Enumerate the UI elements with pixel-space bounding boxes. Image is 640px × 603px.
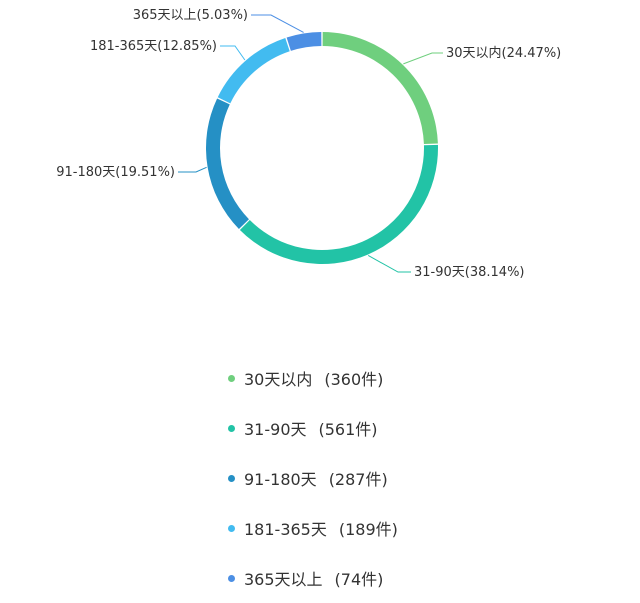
pie-slice[interactable] bbox=[206, 98, 249, 229]
slice-label: 31-90天(38.14%) bbox=[414, 265, 525, 280]
legend-dot-icon bbox=[228, 474, 235, 482]
pie-slice[interactable] bbox=[217, 37, 290, 104]
legend-label: 91-180天 bbox=[244, 470, 317, 489]
label-leader-line bbox=[178, 166, 207, 173]
donut-chart: 30天以内(24.47%) 31-90天(38.14%) 91-180天(19.51… bbox=[56, 8, 561, 280]
pie-slice[interactable] bbox=[322, 32, 438, 144]
pie-slice[interactable] bbox=[286, 32, 322, 51]
legend-item-365-plus-days[interactable]: 365天以上 (74件) bbox=[228, 553, 398, 603]
slice-label: 91-180天(19.51%) bbox=[56, 165, 175, 180]
legend-count: (360件) bbox=[324, 370, 384, 389]
legend-dot-icon bbox=[228, 524, 235, 532]
slice-label: 181-365天(12.85%) bbox=[90, 39, 217, 54]
legend-label: 181-365天 bbox=[244, 520, 327, 539]
legend-label: 30天以内 bbox=[244, 370, 313, 389]
legend-count: (74件) bbox=[334, 570, 384, 589]
label-leader-line bbox=[220, 45, 246, 61]
legend-label: 31-90天 bbox=[244, 420, 307, 439]
legend-count: (561件) bbox=[318, 420, 378, 439]
legend-label: 365天以上 bbox=[244, 570, 323, 589]
legend-item-30-days[interactable]: 30天以内 (360件) bbox=[228, 353, 398, 403]
legend-dot-icon bbox=[228, 574, 235, 582]
legend-count: (189件) bbox=[338, 520, 398, 539]
chart-legend: 30天以内 (360件) 31-90天 (561件) 91-180天 (287件… bbox=[228, 353, 398, 603]
legend-count: (287件) bbox=[328, 470, 388, 489]
label-leader-line bbox=[251, 14, 304, 33]
legend-item-181-365-days[interactable]: 181-365天 (189件) bbox=[228, 503, 398, 553]
legend-item-91-180-days[interactable]: 91-180天 (287件) bbox=[228, 453, 398, 503]
legend-dot-icon bbox=[228, 424, 235, 432]
legend-dot-icon bbox=[228, 374, 235, 382]
legend-item-31-90-days[interactable]: 31-90天 (561件) bbox=[228, 403, 398, 453]
slice-label: 365天以上(5.03%) bbox=[133, 8, 248, 23]
slice-label: 30天以内(24.47%) bbox=[446, 45, 561, 61]
pie-slice[interactable] bbox=[239, 144, 438, 264]
label-leader-line bbox=[367, 255, 411, 273]
label-leader-line bbox=[403, 52, 443, 65]
